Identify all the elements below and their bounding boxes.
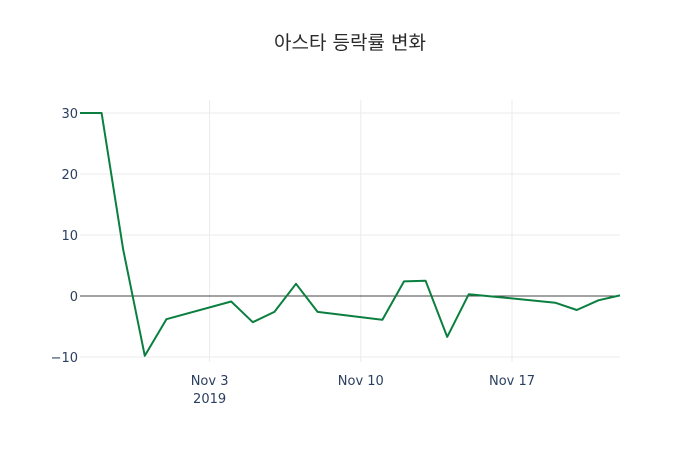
x-axis-ticks: Nov 3 2019 Nov 10 Nov 17 [191, 374, 535, 407]
x-tick-label: Nov 3 [191, 374, 229, 389]
chart-title: 아스타 등락률 변화 [274, 32, 426, 54]
y-tick-label: 30 [61, 107, 78, 122]
x-tick-label: Nov 10 [338, 374, 384, 389]
y-axis-ticks: 30 20 10 0 −10 [51, 107, 78, 366]
y-tick-label: 10 [61, 229, 78, 244]
y-tick-label: 0 [70, 290, 78, 305]
y-tick-label: −10 [51, 351, 78, 366]
x-tick-year-label: 2019 [193, 392, 226, 407]
series-line [80, 112, 621, 357]
gridlines [80, 100, 620, 362]
x-tick-label: Nov 17 [489, 374, 535, 389]
y-tick-label: 20 [61, 168, 78, 183]
